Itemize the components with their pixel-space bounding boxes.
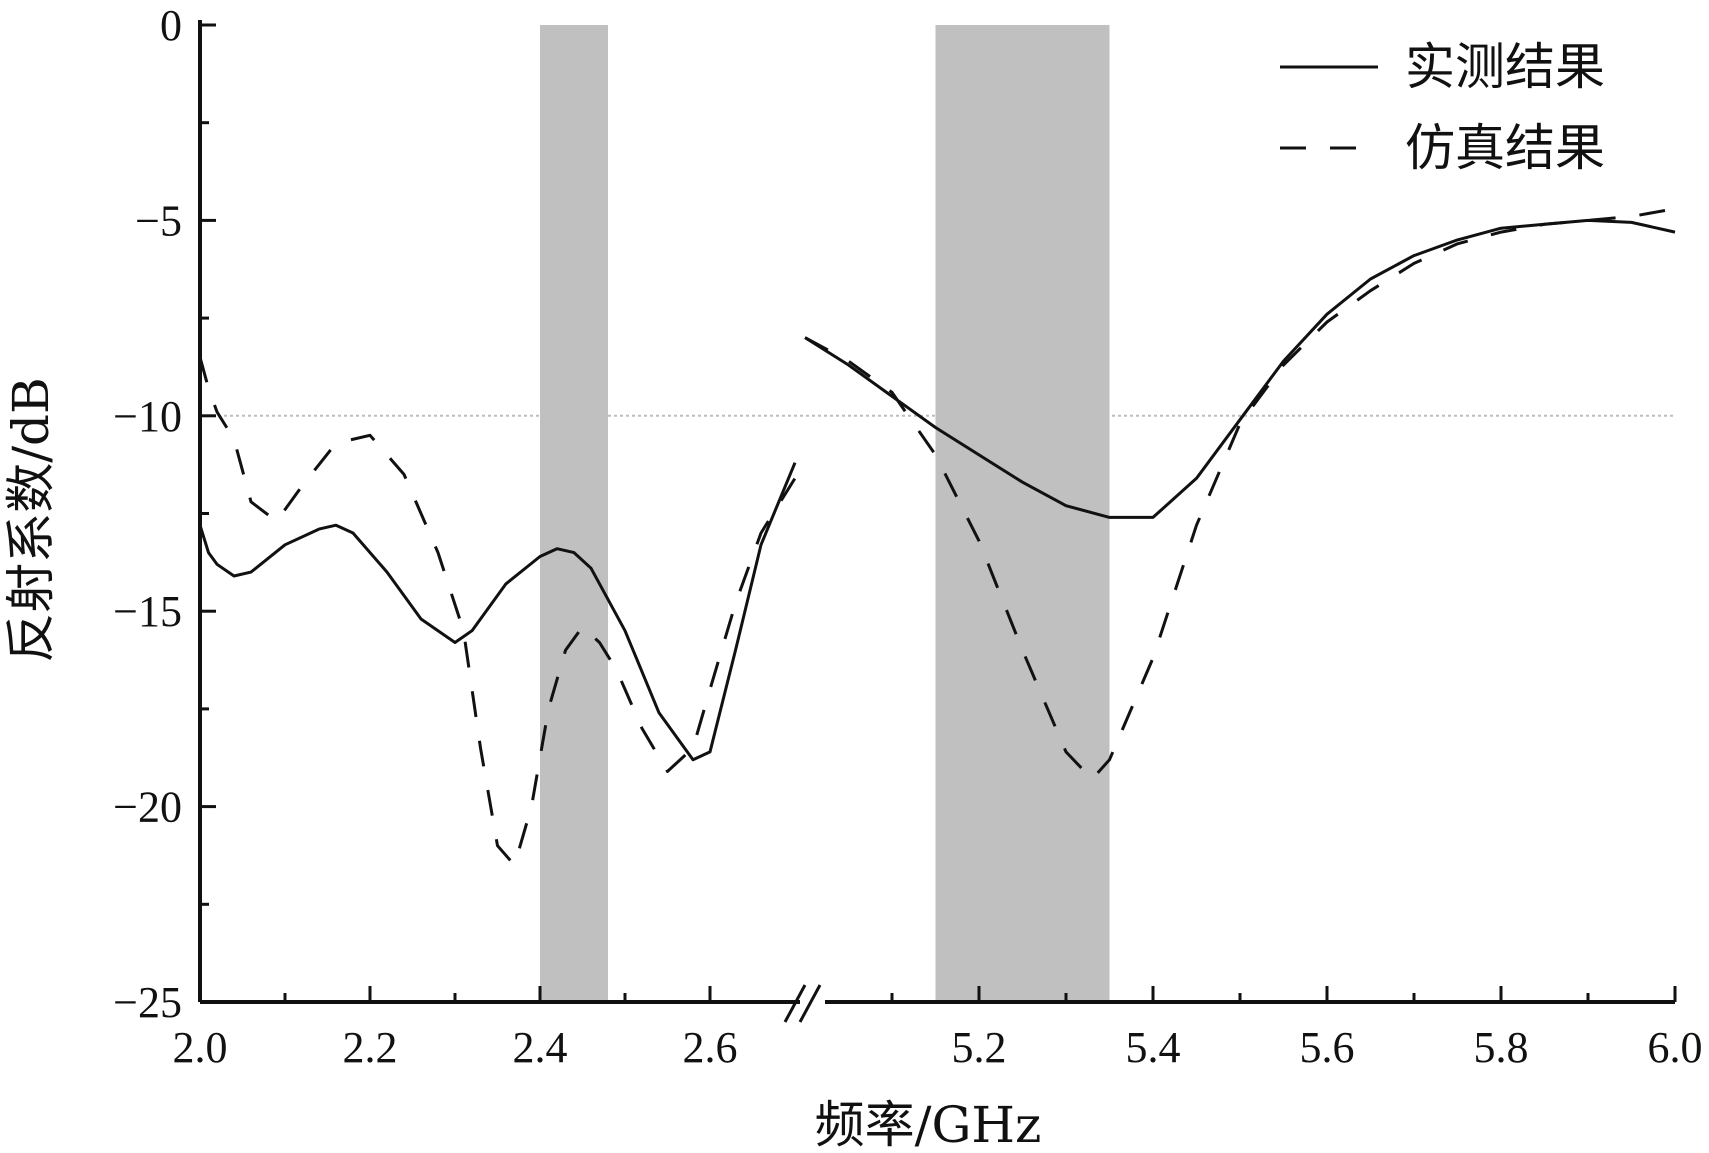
x-tick-label-1-1: 5.4 xyxy=(1126,1023,1181,1072)
x-tick-label-0-1: 2.2 xyxy=(343,1023,398,1072)
y-tick-label-0: 0 xyxy=(160,1,182,50)
y-tick-label-2: −10 xyxy=(113,392,182,441)
series-measured-line-1 xyxy=(804,218,1676,519)
y-tick-label-5: −25 xyxy=(113,978,182,1027)
x-tick-label-1-3: 5.8 xyxy=(1474,1023,1529,1072)
y-tick-label-1: −5 xyxy=(135,196,182,245)
x-tick-label-1-2: 5.6 xyxy=(1300,1023,1355,1072)
x-tick-label-0-0: 2.0 xyxy=(173,1023,228,1072)
x-axis-label: 频率/GHz xyxy=(815,1096,1042,1153)
x-tick-label-1-4: 6.0 xyxy=(1648,1023,1703,1072)
legend-label-measured: 实测结果 xyxy=(1405,38,1605,96)
series-measured-line-0 xyxy=(198,462,797,762)
y-axis-label: 反射系数/dB xyxy=(2,377,60,663)
axis-break-mark-1 xyxy=(783,984,807,1023)
axis-break-mark-2 xyxy=(798,984,822,1023)
series-simulated-line-1 xyxy=(804,207,1676,781)
shaded-band-1 xyxy=(935,25,1110,1002)
y-tick-label-4: −20 xyxy=(113,783,182,832)
x-tick-label-0-3: 2.6 xyxy=(683,1023,738,1072)
x-tick-label-0-2: 2.4 xyxy=(513,1023,568,1072)
series-group xyxy=(198,207,1676,867)
y-tick-label-3: −15 xyxy=(113,587,182,636)
series-simulated-line-0 xyxy=(198,356,797,867)
legend-label-simulated: 仿真结果 xyxy=(1405,119,1605,177)
x-tick-label-1-0: 5.2 xyxy=(952,1023,1007,1072)
legend: 实测结果 仿真结果 xyxy=(1280,38,1605,177)
shaded-band-0 xyxy=(540,25,608,1002)
axes-group: 0 −5 −10 −15 −20 −252.0 2.2 2.4 2.6 5.2 5.4 5.6 5.8 6… xyxy=(113,1,1702,1072)
shaded-bands xyxy=(540,25,1110,1002)
